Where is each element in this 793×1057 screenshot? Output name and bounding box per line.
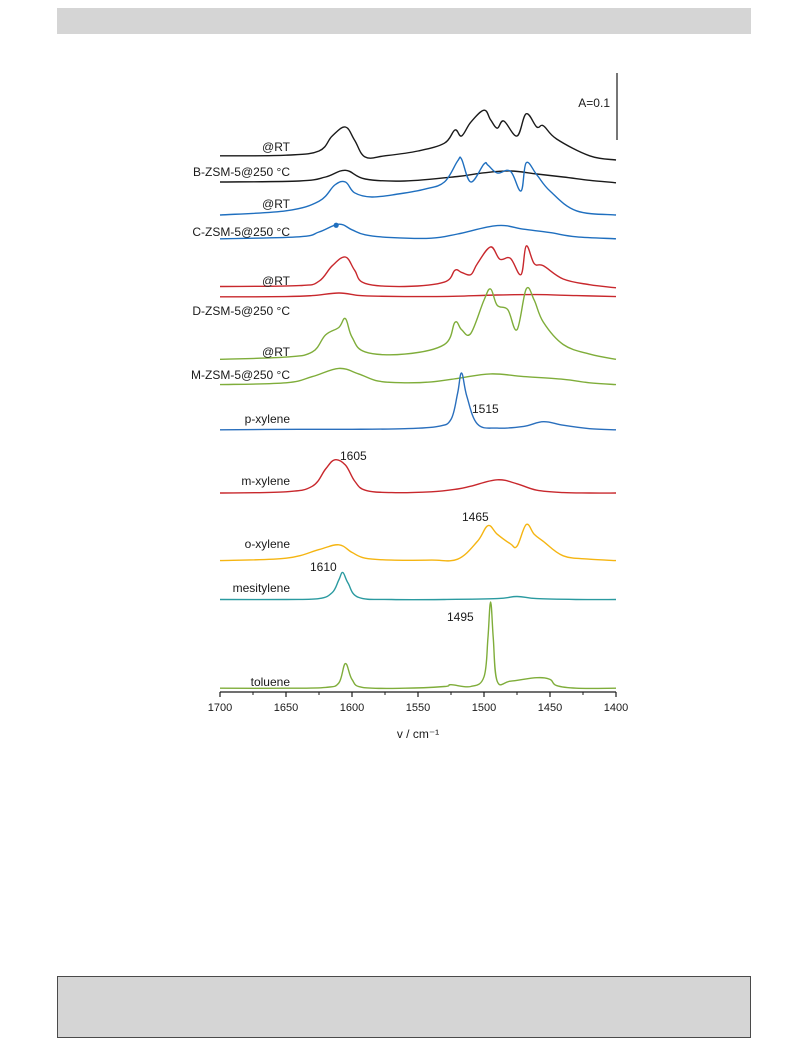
peak-annotation-2: 1465 — [462, 510, 489, 524]
series-label-5: D-ZSM-5@250 °C — [192, 304, 290, 318]
series-line-6 — [219, 286, 617, 360]
series-marker-dot — [333, 222, 339, 228]
series-label-1: B-ZSM-5@250 °C — [193, 165, 290, 179]
series-label-11: mesitylene — [233, 581, 291, 595]
series-line-5 — [219, 292, 617, 298]
series-line-1 — [219, 169, 617, 184]
peak-annotation-1: 1605 — [340, 449, 367, 463]
annotation-layer: 1515 1605 1465 1610 1495 — [310, 402, 499, 624]
series-line-2 — [219, 156, 617, 216]
series-line-7 — [219, 367, 617, 386]
series-line-11 — [219, 571, 617, 601]
scale-bar: A=0.1 — [578, 73, 618, 140]
x-tick-label-6: 1400 — [604, 702, 628, 714]
scale-bar-label: A=0.1 — [578, 96, 610, 110]
series-layer — [219, 109, 617, 690]
series-label-4: @RT — [262, 274, 291, 288]
series-line-9 — [219, 458, 617, 494]
series-line-0 — [219, 109, 617, 161]
series-label-10: o-xylene — [245, 537, 291, 551]
series-line-8 — [219, 372, 617, 431]
footer-bar — [57, 976, 751, 1038]
series-label-8: p-xylene — [245, 412, 291, 426]
x-tick-label-2: 1600 — [340, 702, 364, 714]
x-axis-label: v / cm⁻¹ — [397, 727, 439, 741]
x-tick-label-4: 1500 — [472, 702, 496, 714]
label-layer: @RT B-ZSM-5@250 °C @RT C-ZSM-5@250 °C @RT D-Z… — [191, 140, 291, 689]
peak-annotation-4: 1495 — [447, 610, 474, 624]
series-label-12: toluene — [251, 675, 291, 689]
peak-annotation-3: 1610 — [310, 560, 337, 574]
series-line-3 — [219, 223, 617, 240]
series-label-9: m-xylene — [241, 474, 290, 488]
x-tick-label-1: 1650 — [274, 702, 298, 714]
series-line-12 — [219, 601, 617, 690]
series-label-3: C-ZSM-5@250 °C — [192, 225, 290, 239]
series-line-4 — [219, 245, 617, 289]
x-axis: 1700 1650 1600 1550 1500 1450 1400 v / cm⁻¹ — [208, 691, 628, 741]
x-tick-label-3: 1550 — [406, 702, 430, 714]
x-tick-label-5: 1450 — [538, 702, 562, 714]
header-bar — [57, 8, 751, 34]
series-label-2: @RT — [262, 197, 291, 211]
series-label-7: M-ZSM-5@250 °C — [191, 368, 290, 382]
series-label-6: @RT — [262, 345, 291, 359]
series-line-10 — [219, 523, 617, 562]
peak-annotation-0: 1515 — [472, 402, 499, 416]
x-tick-label-0: 1700 — [208, 702, 232, 714]
series-label-0: @RT — [262, 140, 291, 154]
